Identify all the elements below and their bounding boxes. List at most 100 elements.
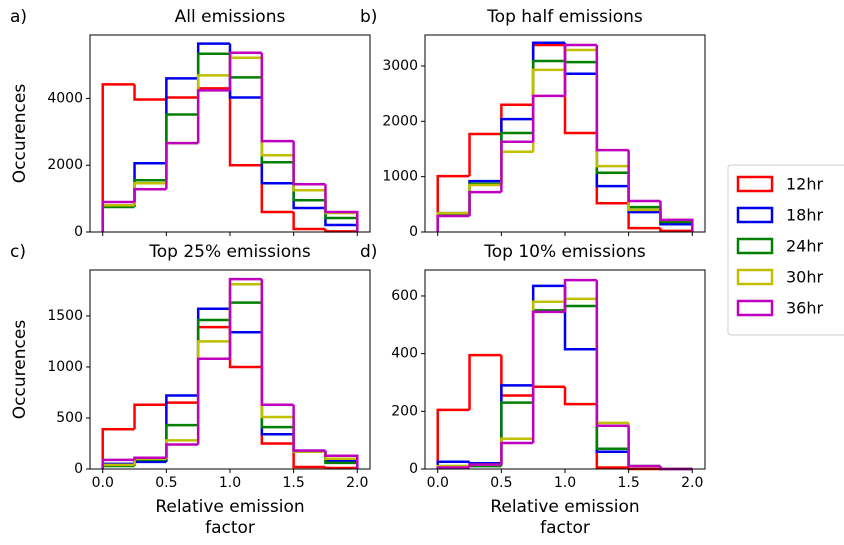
histogram-step xyxy=(563,42,597,75)
histogram-step xyxy=(196,52,230,115)
histogram-step xyxy=(563,304,597,311)
histogram-step xyxy=(468,461,502,465)
histogram-step xyxy=(228,308,262,334)
y-tick-label: 2000 xyxy=(382,113,418,129)
histogram-step xyxy=(500,117,534,182)
histogram-step xyxy=(101,458,135,469)
histogram-step xyxy=(165,96,199,100)
histogram-step xyxy=(627,422,661,468)
histogram-step xyxy=(292,211,326,231)
histogram-step xyxy=(436,214,470,232)
histogram-step xyxy=(468,353,502,410)
histogram-step xyxy=(563,386,597,406)
y-tick-label: 0 xyxy=(74,224,83,240)
histogram-step xyxy=(659,201,694,232)
histogram-step xyxy=(468,190,502,216)
histogram-step xyxy=(196,318,230,426)
histogram-step xyxy=(500,140,534,193)
panel-title: All emissions xyxy=(175,7,286,27)
y-tick-label: 3000 xyxy=(382,58,418,74)
histogram-step xyxy=(165,141,199,184)
y-tick-label: 2000 xyxy=(47,157,83,173)
legend-label: 36hr xyxy=(786,299,824,318)
legend-swatch xyxy=(736,268,774,286)
histogram-step xyxy=(595,298,629,425)
x-tick-label: 0.5 xyxy=(155,475,177,491)
x-tick-label: 0.0 xyxy=(427,475,449,491)
histogram-step xyxy=(292,434,326,452)
histogram-step xyxy=(260,332,294,436)
histogram-step xyxy=(260,302,294,429)
panel-label: c) xyxy=(10,242,26,262)
legend-swatch xyxy=(736,299,774,317)
x-tick-label: 1.0 xyxy=(219,475,241,491)
histogram-step xyxy=(196,325,230,403)
legend-label: 12hr xyxy=(786,175,824,194)
histogram-step xyxy=(196,89,230,144)
histogram-step xyxy=(627,451,661,468)
histogram-step xyxy=(324,200,359,232)
histogram-step xyxy=(531,385,565,396)
histogram-step xyxy=(101,204,135,232)
legend-swatch xyxy=(736,237,774,255)
histogram-step xyxy=(165,113,199,181)
histogram-step xyxy=(595,280,629,427)
y-tick-label: 400 xyxy=(391,346,418,362)
histogram-step xyxy=(133,182,167,206)
histogram-step xyxy=(627,150,661,203)
x-tick-label: 2.0 xyxy=(346,475,368,491)
histogram-step xyxy=(627,425,661,468)
histogram-step xyxy=(500,355,534,397)
histogram-step xyxy=(468,463,502,468)
legend-label: 30hr xyxy=(786,268,824,287)
histogram-step xyxy=(292,416,326,453)
y-tick-label: 1000 xyxy=(47,359,83,375)
histogram-step xyxy=(436,174,470,232)
histogram-step xyxy=(260,165,294,214)
histogram-step xyxy=(292,183,326,210)
histogram-step xyxy=(436,408,470,469)
x-axis-label: factor xyxy=(205,518,255,538)
histogram-step xyxy=(165,423,199,460)
histogram-step xyxy=(165,443,199,458)
x-axis-label: Relative emission xyxy=(155,497,304,517)
y-tick-label: 500 xyxy=(56,410,83,426)
x-tick-label: 1.0 xyxy=(554,475,576,491)
histogram-step xyxy=(101,83,135,232)
histogram-step xyxy=(228,88,262,167)
histogram-step xyxy=(531,300,565,439)
histogram-step xyxy=(500,384,534,464)
histogram-step xyxy=(595,404,629,469)
histogram-step xyxy=(468,183,502,214)
histogram-step xyxy=(292,443,326,469)
histogram-step xyxy=(228,301,262,321)
histogram-step xyxy=(292,404,326,452)
legend-swatch xyxy=(736,206,774,224)
histogram-step xyxy=(101,427,135,469)
x-axis-label: Relative emission xyxy=(490,497,639,517)
histogram-step xyxy=(196,307,230,396)
histogram-step xyxy=(595,44,629,152)
histogram-step xyxy=(531,41,565,120)
histogram-step xyxy=(595,62,629,175)
histogram-step xyxy=(133,460,167,464)
histogram-step xyxy=(165,394,199,462)
histogram-step xyxy=(563,43,597,96)
histogram-step xyxy=(292,141,326,186)
histogram-step xyxy=(563,48,597,70)
x-tick-label: 0.0 xyxy=(92,475,114,491)
panel-label: b) xyxy=(360,7,377,27)
histogram-step xyxy=(260,284,294,419)
histogram-step xyxy=(563,60,597,64)
histogram-step xyxy=(196,42,230,79)
histogram-step xyxy=(531,68,565,152)
histogram-step xyxy=(260,52,294,143)
histogram-step xyxy=(563,285,597,351)
histogram-step xyxy=(228,51,262,91)
y-tick-label: 0 xyxy=(409,461,418,477)
histogram-step xyxy=(531,94,565,142)
y-tick-label: 1000 xyxy=(382,169,418,185)
histogram-step xyxy=(292,162,326,202)
histogram-step xyxy=(196,340,230,441)
y-axis-label: Occurences xyxy=(10,84,30,184)
